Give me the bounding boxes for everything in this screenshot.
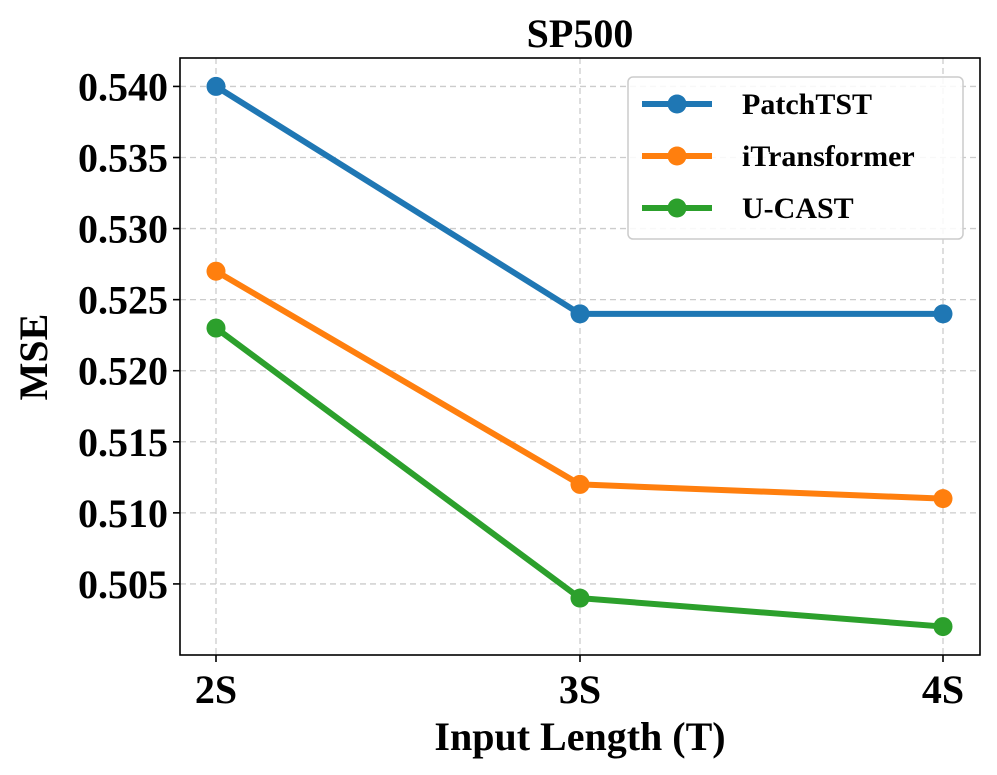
y-tick-label: 0.520	[78, 349, 168, 394]
legend-marker-itransformer	[667, 146, 687, 166]
y-axis: 0.505 0.510 0.515 0.520 0.525 0.530 0.535 0.540	[78, 64, 180, 607]
legend-label-u-cast: U-CAST	[742, 192, 854, 225]
data-point-u-cast	[206, 318, 226, 338]
y-tick-label: 0.510	[78, 491, 168, 536]
data-point-patchtst	[933, 304, 953, 324]
grid	[180, 58, 980, 655]
y-tick-label: 0.525	[78, 278, 168, 323]
data-point-itransformer	[570, 474, 590, 494]
x-axis: 2S 3S 4S	[195, 655, 964, 712]
x-axis-title: Input Length (T)	[434, 714, 725, 759]
legend-box	[627, 76, 964, 240]
x-tick-label: 2S	[195, 667, 237, 712]
x-tick-label: 4S	[922, 667, 964, 712]
data-point-itransformer	[933, 489, 953, 509]
y-tick-label: 0.530	[78, 207, 168, 252]
y-axis-title: MSE	[11, 314, 56, 401]
legend-label-patchtst: PatchTST	[742, 88, 872, 121]
data-point-itransformer	[206, 261, 226, 281]
legend-marker-patchtst	[667, 94, 687, 114]
legend: PatchTST iTransformer U-CAST	[627, 76, 964, 240]
data-point-patchtst	[570, 304, 590, 324]
y-tick-label: 0.540	[78, 64, 168, 109]
data-point-u-cast	[570, 588, 590, 608]
y-tick-label: 0.535	[78, 136, 168, 181]
chart-title: SP500	[527, 11, 634, 56]
legend-marker-u-cast	[667, 198, 687, 218]
data-point-patchtst	[206, 76, 226, 96]
series-layer	[206, 76, 953, 637]
y-tick-label: 0.505	[78, 562, 168, 607]
x-tick-label: 3S	[559, 667, 601, 712]
data-point-u-cast	[933, 617, 953, 637]
y-tick-label: 0.515	[78, 420, 168, 465]
legend-label-itransformer: iTransformer	[742, 140, 915, 173]
